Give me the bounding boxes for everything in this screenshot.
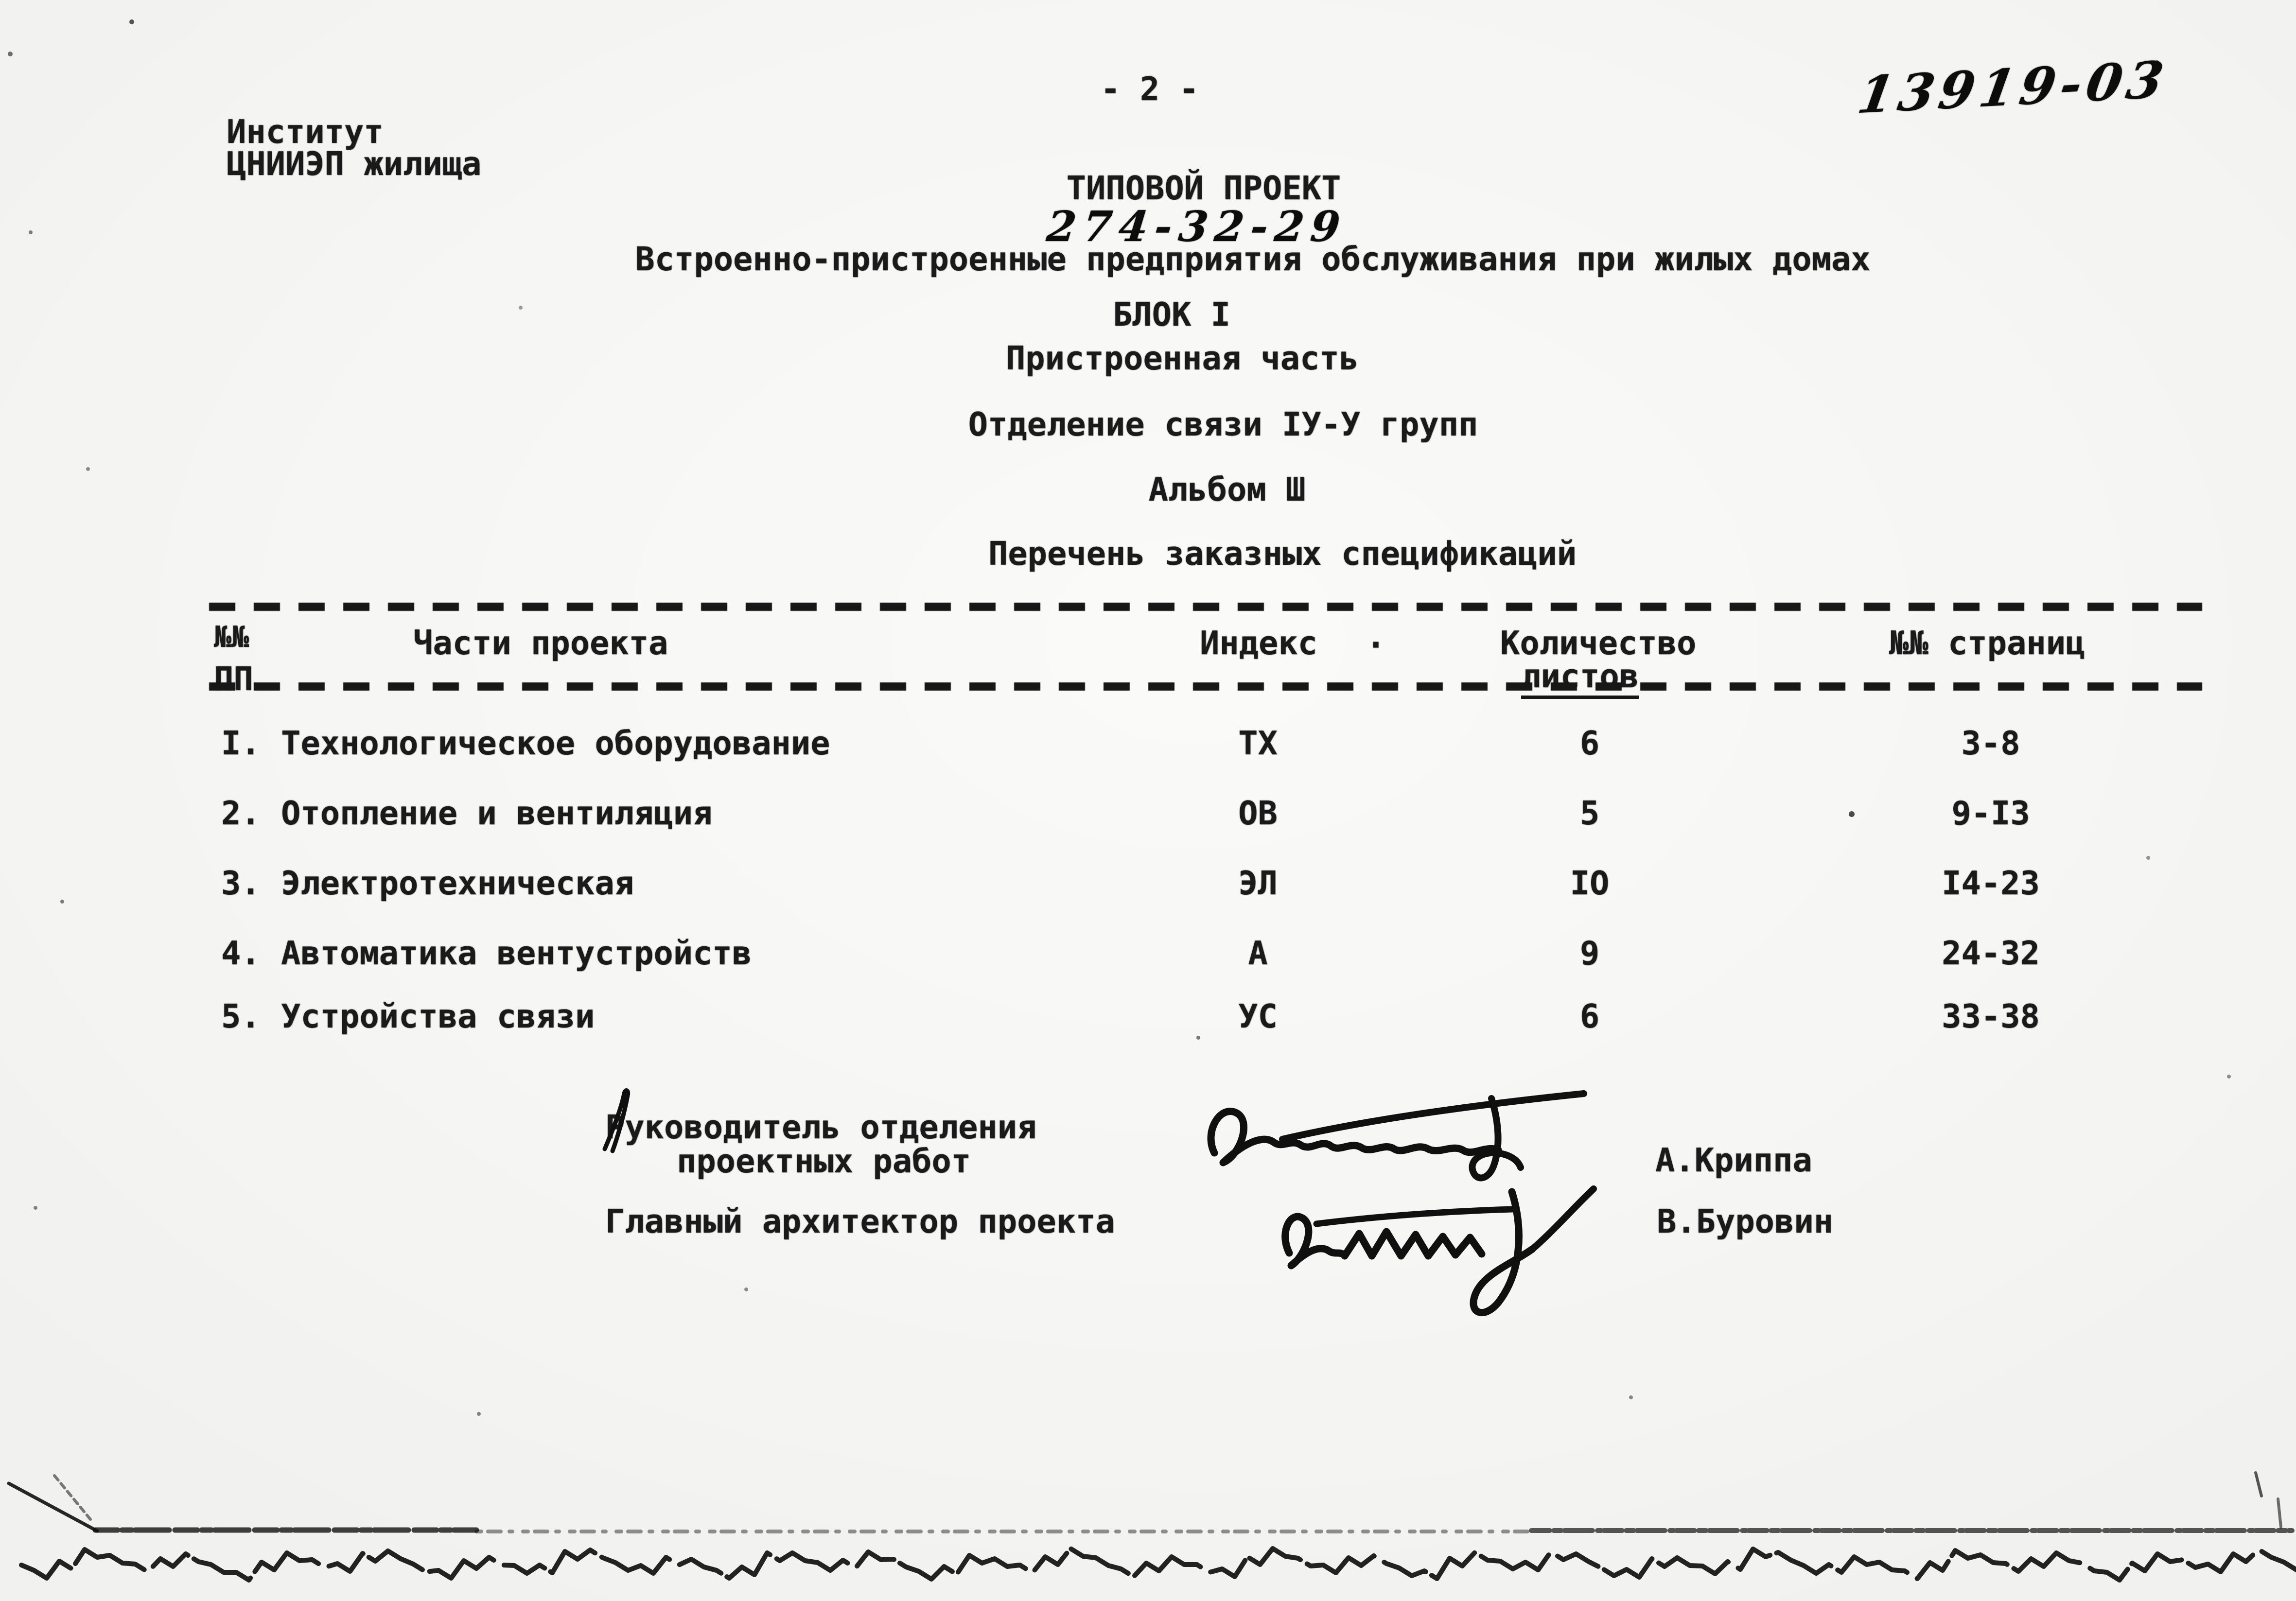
row-pages: 9-I3 bbox=[1951, 794, 2030, 832]
scan-noise-speckles bbox=[0, 0, 3, 3]
col-header-qty-line2: листов bbox=[1521, 659, 1639, 699]
row-num: 5. bbox=[221, 997, 261, 1035]
row-sheets: IO bbox=[1570, 864, 1610, 902]
handwritten-tick-mark bbox=[602, 1088, 631, 1153]
project-type-title: ТИПОВОЙ ПРОЕКТ bbox=[1066, 169, 1341, 207]
institute-name-line1: Институт bbox=[227, 113, 384, 151]
project-subtitle: Встроенно-пристроенные предприятия обслу… bbox=[635, 240, 1871, 278]
row-index: А bbox=[1248, 934, 1268, 972]
signature-1 bbox=[1207, 1090, 1587, 1182]
row-name: Автоматика вентустройств bbox=[281, 934, 752, 972]
handwritten-doc-number: 13919-03 bbox=[1854, 49, 2173, 125]
row-pages: 24-32 bbox=[1942, 934, 2040, 972]
col-header-parts: Части проекта bbox=[413, 624, 668, 662]
row-sheets: 9 bbox=[1579, 934, 1600, 972]
row-num: 2. bbox=[221, 794, 261, 832]
row-name: Устройства связи bbox=[281, 997, 595, 1035]
col-header-num-line1: №№ bbox=[214, 620, 249, 654]
row-name: Технологическое оборудование bbox=[281, 724, 830, 762]
institute-name-line2: ЦНИИЭП жилища bbox=[227, 145, 482, 183]
row-pages: 33-38 bbox=[1942, 997, 2040, 1035]
row-name: Электротехническая bbox=[281, 864, 634, 902]
row-sheets: 5 bbox=[1579, 794, 1600, 832]
row-index: ЭЛ bbox=[1238, 864, 1278, 902]
row-sheets: 6 bbox=[1579, 724, 1600, 762]
row-num: I. bbox=[221, 724, 261, 762]
row-pages: 3-8 bbox=[1961, 724, 2020, 762]
row-index: УС bbox=[1238, 997, 1278, 1035]
row-index: ОВ bbox=[1238, 794, 1278, 832]
col-header-index-dot: · bbox=[1366, 626, 1386, 664]
col-header-index: Индекс bbox=[1200, 624, 1318, 662]
row-num: 4. bbox=[221, 934, 261, 972]
block-title: БЛОК I bbox=[1112, 296, 1231, 333]
torn-edge-line bbox=[7, 1471, 2296, 1583]
album-title: Альбом Ш bbox=[1148, 470, 1306, 508]
row-num: 3. bbox=[221, 864, 261, 902]
list-title: Перечень заказных спецификаций bbox=[988, 535, 1577, 573]
signer-name1: А.Криппа bbox=[1655, 1141, 1812, 1179]
signer-role1-line2: проектных работ bbox=[677, 1142, 971, 1180]
row-name: Отопление и вентиляция bbox=[281, 794, 713, 832]
signer-role1-line1: Руководитель отделения bbox=[605, 1108, 1037, 1146]
row-sheets: 6 bbox=[1579, 997, 1600, 1035]
part-title: Пристроенная часть bbox=[1005, 339, 1359, 377]
row-pages: I4-23 bbox=[1942, 864, 2040, 902]
col-header-pages: №№ страниц bbox=[1889, 624, 2086, 662]
col-header-num-line2: ПП bbox=[214, 660, 253, 698]
signature-2 bbox=[1281, 1185, 1597, 1317]
table-rule-top bbox=[209, 603, 2202, 611]
table-rule-bottom bbox=[209, 682, 2202, 691]
department-title: Отделение связи IУ-У групп bbox=[968, 405, 1478, 443]
signer-role2: Главный архитектор проекта bbox=[605, 1202, 1115, 1240]
page-number: - 2 - bbox=[1101, 70, 1199, 108]
row-index: ТХ bbox=[1238, 724, 1278, 762]
col-header-qty-line1: Количество bbox=[1500, 624, 1697, 662]
signer-name2: В.Буровин bbox=[1657, 1202, 1834, 1240]
